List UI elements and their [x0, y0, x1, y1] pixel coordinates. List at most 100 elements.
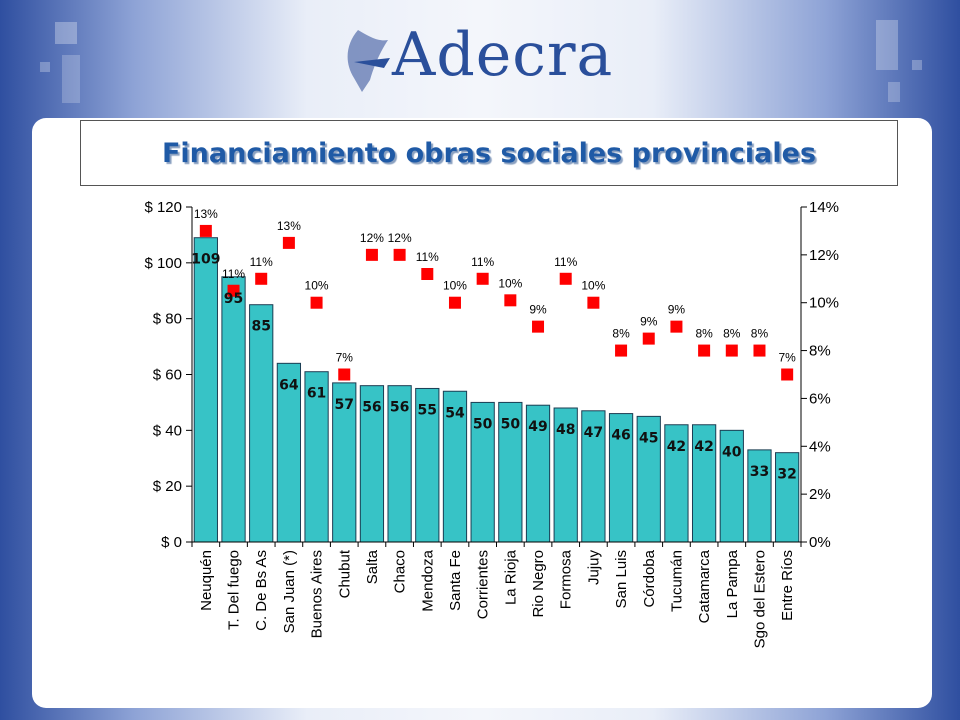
percentage-marker [448, 296, 461, 309]
percentage-marker [698, 344, 711, 357]
percentage-label: 10% [443, 279, 467, 293]
category-label: Chaco [392, 550, 409, 593]
chart-title: Financiamiento obras sociales provincial… [161, 137, 817, 169]
percentage-marker [255, 272, 268, 285]
percentage-marker [753, 344, 766, 357]
percentage-marker [615, 344, 628, 357]
bar-value-label: 50 [473, 416, 493, 432]
category-label: Córdoba [641, 549, 658, 607]
percentage-label: 13% [277, 219, 301, 233]
bar-value-label: 50 [501, 416, 521, 432]
percentage-label: 10% [581, 279, 605, 293]
percentage-label: 8% [723, 327, 741, 341]
right-tick-label: 8% [809, 343, 831, 360]
bar-value-label: 33 [750, 464, 769, 480]
category-label: San Juan (*) [281, 550, 298, 633]
axes-layer: $ 0 $ 20 $ 40 $ 60 $ 80 $ 100 $ 120 0% 2% 4% 6% 8% 1… [144, 199, 839, 551]
decorative-square [876, 20, 898, 70]
category-label: La Rioja [502, 549, 519, 605]
percentage-label: 7% [778, 351, 796, 365]
category-label: C. De Bs As [253, 550, 270, 631]
bar-value-label: 61 [307, 386, 326, 402]
percentage-marker [504, 294, 517, 307]
percentage-label: 11% [471, 255, 494, 269]
bar-value-label: 55 [418, 402, 437, 418]
right-tick-label: 4% [809, 438, 831, 455]
category-label: Chubut [336, 549, 353, 598]
left-tick-label: $ 100 [144, 255, 182, 272]
bar-value-label: 42 [667, 439, 686, 455]
percentage-label: 8% [751, 327, 769, 341]
markers-layer [199, 224, 794, 381]
left-tick-label: $ 20 [153, 478, 182, 495]
category-label: La Pampa [724, 549, 741, 618]
bar-value-label: 95 [224, 291, 243, 307]
category-label: Buenos Aires [309, 550, 326, 638]
category-label: Catamarca [696, 549, 713, 623]
percentage-label: 8% [695, 327, 713, 341]
bar-value-label: 46 [611, 428, 630, 444]
right-tick-label: 6% [809, 390, 831, 407]
percentage-label: 12% [388, 231, 412, 245]
percentage-label: 7% [336, 351, 354, 365]
percentage-label: 11% [416, 250, 439, 264]
right-tick-label: 12% [809, 247, 839, 264]
bar-value-label: 42 [694, 439, 713, 455]
decorative-square [55, 22, 77, 44]
left-tick-label: $ 120 [144, 199, 182, 216]
left-tick-label: $ 0 [161, 534, 182, 551]
percentage-marker [725, 344, 738, 357]
decorative-square [912, 60, 922, 70]
percentage-label: 9% [668, 303, 686, 317]
percentage-label: 8% [612, 327, 630, 341]
percentage-marker [338, 368, 351, 381]
category-label: Entre Ríos [779, 550, 796, 621]
decorative-square [888, 82, 900, 102]
category-label: Neuquén [198, 550, 215, 611]
category-label: Tucumán [668, 550, 685, 612]
category-label: Corrientes [475, 550, 492, 619]
right-tick-label: 0% [809, 534, 831, 551]
category-label: Jujuy [585, 550, 602, 586]
bar-value-label: 56 [362, 400, 381, 416]
bar-value-label: 32 [777, 467, 796, 483]
bar-value-label: 47 [584, 425, 603, 441]
percentage-label: 11% [554, 255, 577, 269]
category-label: Rio Negro [530, 550, 547, 618]
bar-value-label: 56 [390, 400, 409, 416]
bar-value-label: 45 [639, 430, 658, 446]
percentage-marker [642, 332, 655, 345]
percentage-label: 9% [640, 315, 658, 329]
decorative-square [62, 55, 80, 103]
bar [221, 276, 246, 543]
decorative-square [40, 62, 50, 72]
right-tick-label: 14% [809, 199, 839, 216]
percentage-label: 12% [360, 231, 384, 245]
percentage-marker [781, 368, 794, 381]
labels-layer: 109 Neuquén 13% 95 T. Del fuego 11% 85 C. De Bs… [191, 207, 797, 648]
bar-value-label: 109 [191, 252, 220, 268]
category-label: Salta [364, 549, 381, 584]
percentage-marker [310, 296, 323, 309]
adecra-logo-icon [347, 30, 390, 92]
percentage-marker [365, 248, 378, 261]
percentage-label: 11% [222, 267, 245, 281]
percentage-marker [559, 272, 572, 285]
percentage-marker [476, 272, 489, 285]
bar [249, 304, 274, 543]
bar-value-label: 48 [556, 422, 575, 438]
percentage-label: 10% [498, 276, 522, 290]
percentage-marker [421, 268, 434, 280]
percentage-marker [670, 320, 683, 333]
category-label: Formosa [558, 549, 575, 609]
percentage-marker [227, 284, 240, 297]
percentage-marker [199, 224, 212, 237]
category-label: Mendoza [419, 549, 436, 611]
right-tick-label: 10% [809, 295, 839, 312]
bar-value-label: 49 [528, 419, 547, 435]
bars-layer [193, 237, 800, 543]
left-tick-label: $ 40 [153, 422, 182, 439]
percentage-marker [282, 236, 295, 249]
percentage-label: 9% [529, 303, 547, 317]
